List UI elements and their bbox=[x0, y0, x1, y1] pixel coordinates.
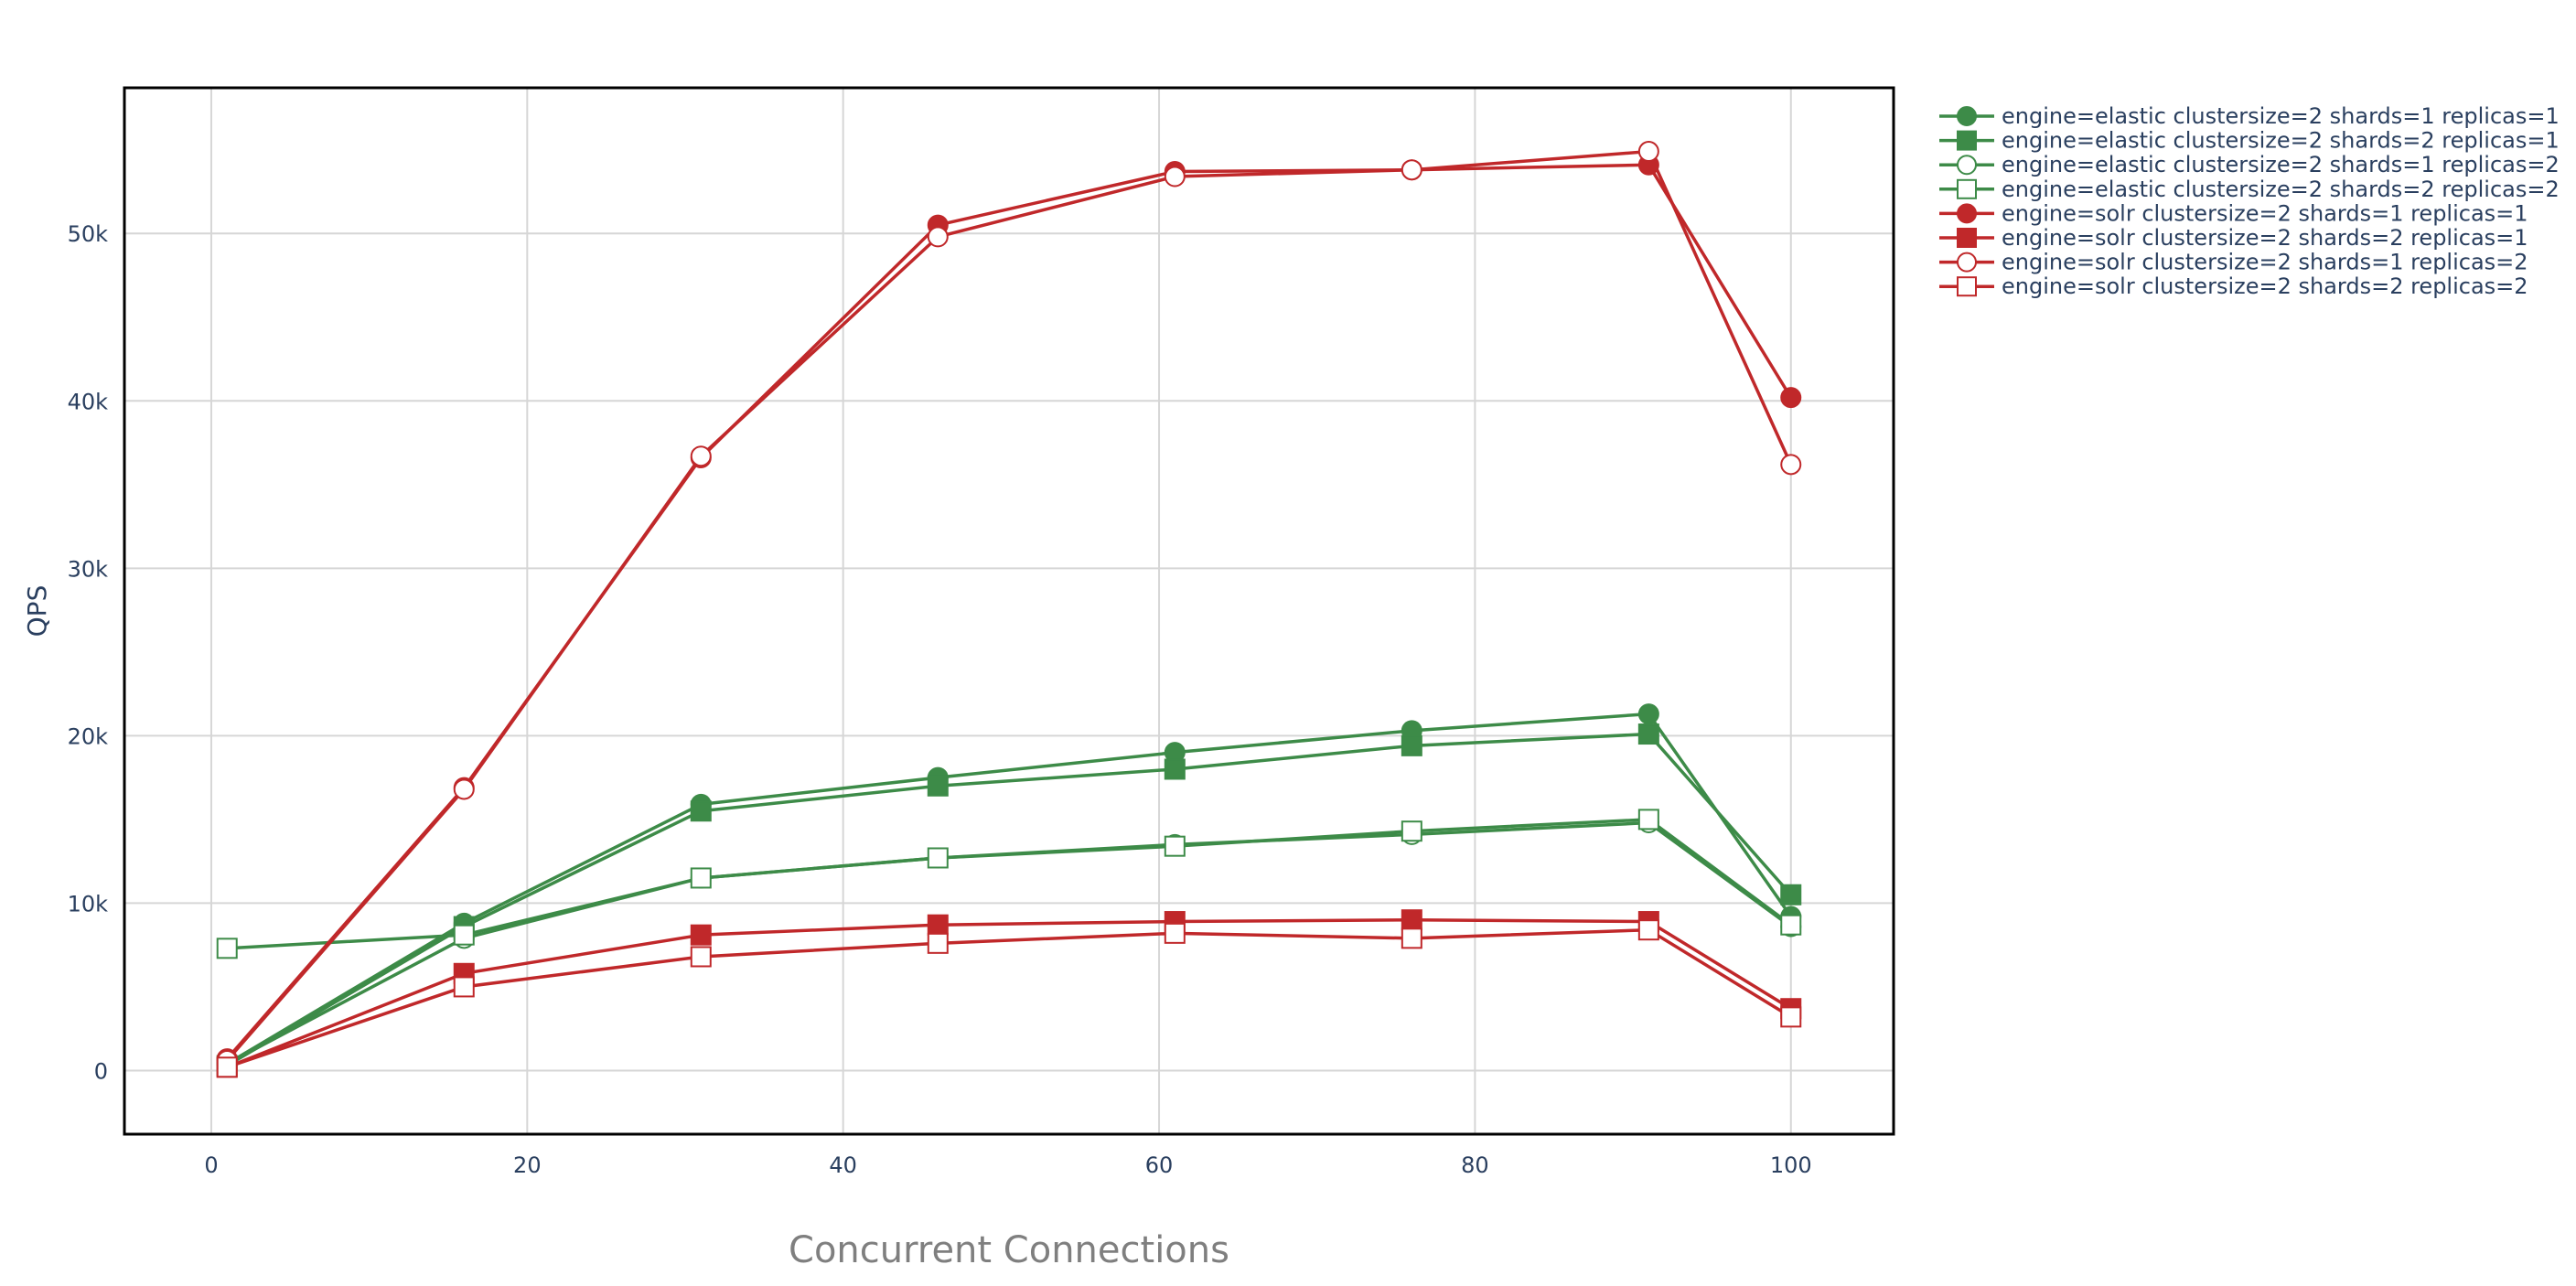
legend-marker bbox=[1957, 252, 1977, 273]
legend-item-1[interactable]: engine=elastic clustersize=2 shards=1 re… bbox=[1939, 103, 2560, 129]
legend-label: engine=solr clustersize=2 shards=2 repli… bbox=[2002, 273, 2528, 299]
data-point bbox=[1780, 1006, 1802, 1028]
y-tick-label: 20k bbox=[68, 723, 109, 749]
legend-marker bbox=[1957, 178, 1977, 199]
x-tick-label: 60 bbox=[1145, 1152, 1174, 1178]
series-line bbox=[225, 149, 1793, 1062]
x-tick-label: 40 bbox=[829, 1152, 857, 1178]
series-7 bbox=[216, 141, 1802, 1071]
legend-item-8[interactable]: engine=solr clustersize=2 shards=2 repli… bbox=[1939, 273, 2528, 299]
data-point bbox=[927, 847, 949, 869]
data-point bbox=[1637, 723, 1659, 745]
series-line bbox=[227, 818, 1792, 950]
data-point bbox=[1637, 141, 1659, 163]
legend-label: engine=elastic clustersize=2 shards=2 re… bbox=[2002, 128, 2560, 154]
y-tick-label: 10k bbox=[68, 891, 109, 916]
legend-label: engine=solr clustersize=2 shards=1 repli… bbox=[2002, 200, 2528, 226]
data-point bbox=[216, 938, 238, 959]
series-line bbox=[226, 917, 1792, 1069]
series-line bbox=[226, 712, 1793, 1066]
data-point bbox=[1164, 758, 1186, 780]
legend-marker bbox=[1957, 106, 1977, 126]
y-tick-label: 30k bbox=[68, 556, 109, 582]
legend-label: engine=elastic clustersize=2 shards=1 re… bbox=[2002, 103, 2560, 129]
data-point bbox=[1164, 835, 1186, 857]
y-tick-label: 0 bbox=[94, 1058, 108, 1084]
legend-marker bbox=[1957, 203, 1977, 224]
data-point bbox=[1401, 734, 1422, 756]
data-point bbox=[927, 932, 949, 954]
y-axis-title: QPS bbox=[22, 585, 52, 638]
data-point bbox=[453, 924, 475, 946]
data-point bbox=[453, 778, 475, 800]
series-8 bbox=[216, 919, 1802, 1078]
data-point bbox=[1780, 884, 1802, 906]
series-line bbox=[226, 927, 1792, 1069]
legend-item-7[interactable]: engine=solr clustersize=2 shards=1 repli… bbox=[1939, 250, 2528, 275]
data-point bbox=[690, 800, 712, 822]
legend-label: engine=elastic clustersize=2 shards=1 re… bbox=[2002, 152, 2560, 177]
data-point bbox=[216, 1056, 238, 1078]
data-point bbox=[927, 226, 949, 248]
data-point bbox=[1401, 927, 1422, 949]
legend-item-5[interactable]: engine=solr clustersize=2 shards=1 repli… bbox=[1939, 200, 2528, 226]
data-point bbox=[690, 867, 712, 889]
data-point bbox=[1401, 159, 1422, 181]
series-4 bbox=[216, 809, 1802, 959]
legend-label: engine=elastic clustersize=2 shards=2 re… bbox=[2002, 177, 2560, 202]
y-tick-label: 40k bbox=[68, 389, 109, 414]
x-tick-label: 0 bbox=[204, 1152, 218, 1178]
y-tick-label: 50k bbox=[68, 221, 109, 247]
x-tick-label: 20 bbox=[513, 1152, 542, 1178]
series-line bbox=[226, 732, 1793, 1067]
x-axis-title: Concurrent Connections bbox=[789, 1229, 1229, 1271]
data-point bbox=[1164, 922, 1186, 944]
data-point bbox=[1780, 454, 1802, 476]
data-point bbox=[690, 445, 712, 467]
data-point bbox=[1780, 914, 1802, 936]
data-point bbox=[1637, 919, 1659, 941]
legend-label: engine=solr clustersize=2 shards=2 repli… bbox=[2002, 225, 2528, 251]
data-point bbox=[1637, 809, 1659, 831]
legend-item-6[interactable]: engine=solr clustersize=2 shards=2 repli… bbox=[1939, 225, 2528, 251]
legend-marker bbox=[1957, 155, 1977, 176]
legend-item-3[interactable]: engine=elastic clustersize=2 shards=1 re… bbox=[1939, 152, 2560, 177]
data-point bbox=[927, 914, 949, 936]
data-point bbox=[927, 775, 949, 797]
legend-marker bbox=[1957, 276, 1977, 297]
data-point bbox=[1401, 820, 1422, 842]
data-point bbox=[1401, 909, 1422, 931]
plot-frame bbox=[123, 86, 1895, 1136]
legend-marker bbox=[1957, 130, 1977, 151]
data-point bbox=[690, 946, 712, 968]
data-point bbox=[453, 976, 475, 998]
legend[interactable]: engine=elastic clustersize=2 shards=1 re… bbox=[1939, 103, 2560, 299]
legend-marker bbox=[1957, 228, 1977, 248]
data-point bbox=[1164, 166, 1186, 188]
axis-ticks: 0 20 40 60 80 100 0 10k 20k 30k 40k 50k bbox=[68, 221, 1812, 1178]
legend-label: engine=solr clustersize=2 shards=1 repli… bbox=[2002, 250, 2528, 275]
data-point bbox=[1637, 703, 1659, 725]
data-point bbox=[1780, 387, 1802, 409]
series-lines bbox=[216, 141, 1802, 1078]
data-point bbox=[690, 924, 712, 946]
x-tick-label: 100 bbox=[1770, 1152, 1812, 1178]
legend-item-4[interactable]: engine=elastic clustersize=2 shards=2 re… bbox=[1939, 177, 2560, 202]
x-tick-label: 80 bbox=[1461, 1152, 1489, 1178]
grid-lines bbox=[124, 88, 1894, 1134]
legend-item-2[interactable]: engine=elastic clustersize=2 shards=2 re… bbox=[1939, 128, 2560, 154]
